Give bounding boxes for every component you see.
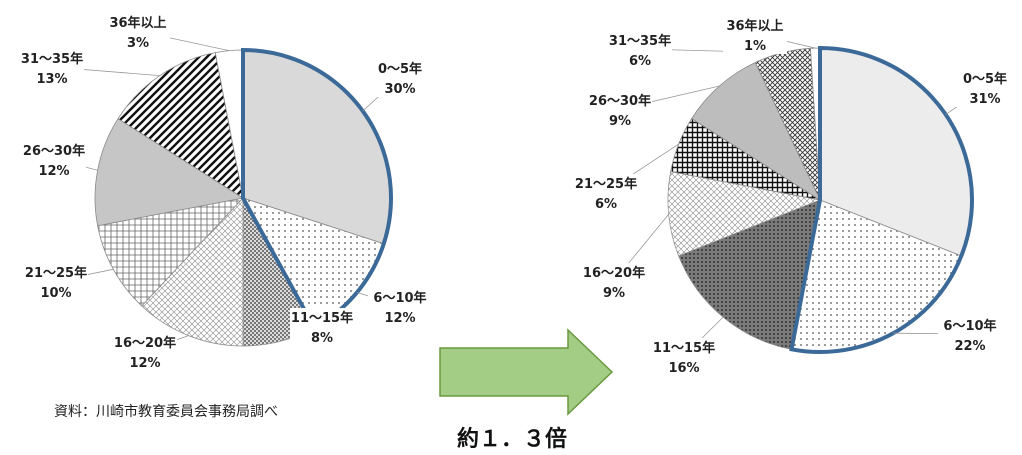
pie-after-category-label-3: 16～20年 bbox=[583, 265, 645, 281]
pie-before-value-label-7: 3% bbox=[127, 36, 149, 51]
pie-after-category-label-0: 0～5年 bbox=[963, 71, 1007, 87]
right-arrow-icon bbox=[440, 330, 612, 414]
pie-after-category-label-4: 21～25年 bbox=[575, 176, 637, 192]
pie-after-category-label-2: 11～15年 bbox=[653, 340, 715, 356]
pie-after-value-label-1: 22% bbox=[954, 339, 985, 354]
pie-after-value-label-3: 9% bbox=[603, 286, 625, 301]
pie-before-category-label-4: 21～25年 bbox=[25, 265, 87, 281]
pie-before-category-label-3: 16～20年 bbox=[114, 335, 176, 351]
ratio-label: 約１．３倍 bbox=[457, 426, 567, 452]
pie-after-value-label-2: 16% bbox=[668, 361, 699, 376]
pie-after-category-label-1: 6～10年 bbox=[943, 318, 996, 334]
pie-before-value-label-5: 12% bbox=[38, 164, 69, 179]
pie-before-category-label-6: 31～35年 bbox=[21, 51, 83, 67]
pie-after-category-label-7: 36年以上 bbox=[726, 18, 783, 34]
pie-before-category-label-5: 26～30年 bbox=[23, 143, 85, 159]
pie-before-category-label-0: 0～5年 bbox=[378, 61, 422, 77]
pie-chart-before: 0～5年 30% 6～10年 12% 11～15年 8% 16～20年 12% 21～25年 10… bbox=[20, 13, 432, 371]
pie-before-value-label-1: 12% bbox=[384, 311, 415, 326]
pie-after-category-label-6: 31～35年 bbox=[609, 33, 671, 49]
pie-after-category-label-5: 26～30年 bbox=[589, 93, 651, 109]
pie-before-category-label-2: 11～15年 bbox=[291, 310, 353, 326]
pie-after-value-label-0: 31% bbox=[969, 92, 1000, 107]
pie-after-value-label-4: 6% bbox=[595, 197, 617, 212]
pie-before-value-label-0: 30% bbox=[384, 82, 415, 97]
pie-before-category-label-1: 6～10年 bbox=[373, 290, 426, 306]
pie-after-value-label-5: 9% bbox=[609, 114, 631, 129]
pie-before-category-label-7: 36年以上 bbox=[109, 15, 166, 31]
pie-after-value-label-6: 6% bbox=[629, 54, 651, 69]
source-note: 資料：川崎市教育委員会事務局調べ bbox=[54, 403, 278, 420]
pie-before-value-label-4: 10% bbox=[40, 286, 71, 301]
pie-after-value-label-7: 1% bbox=[744, 39, 766, 54]
pie-before-value-label-3: 12% bbox=[129, 356, 160, 371]
pie-chart-after: 0～5年 31% 6～10年 22% 11～15年 16% 16～20年 9% 21～25年 6%… bbox=[574, 16, 1017, 376]
pie-before-value-label-6: 13% bbox=[36, 72, 67, 87]
pie-before-value-label-2: 8% bbox=[311, 331, 333, 346]
